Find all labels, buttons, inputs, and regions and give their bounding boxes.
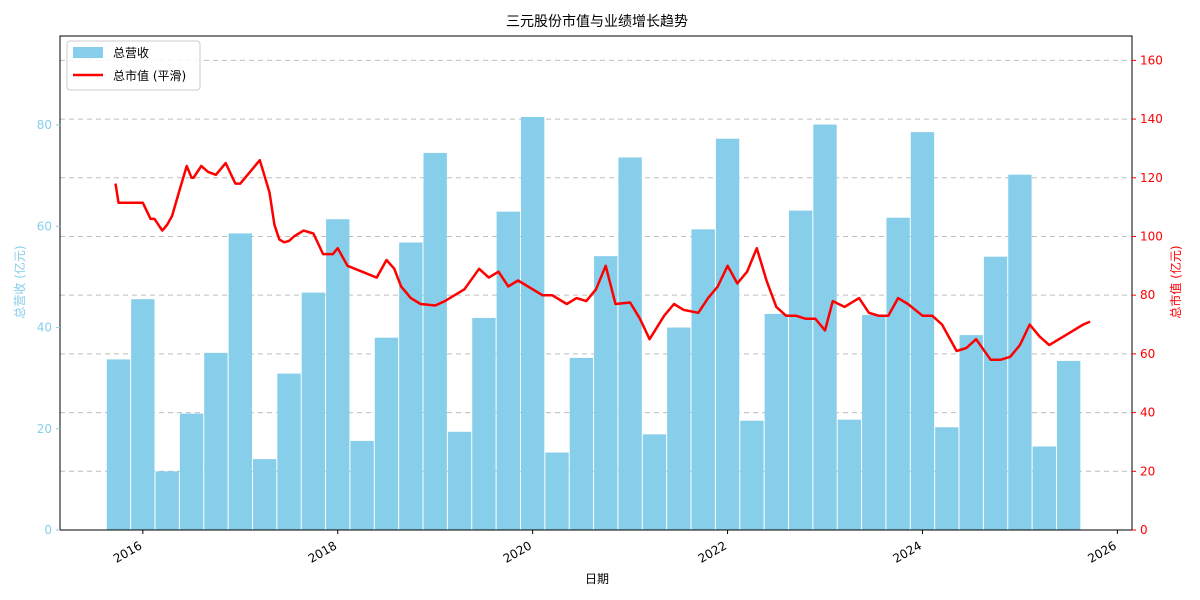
revenue-bar <box>862 314 886 530</box>
revenue-bar <box>569 357 594 530</box>
revenue-bar <box>423 152 447 530</box>
revenue-bar <box>350 440 374 530</box>
left-tick-label: 20 <box>37 422 52 436</box>
revenue-bar <box>496 211 520 531</box>
x-tick-label: 2026 <box>1085 538 1118 565</box>
right-tick-label: 60 <box>1140 347 1155 361</box>
revenue-bar <box>594 256 618 530</box>
right-tick-label: 80 <box>1140 288 1155 302</box>
revenue-bar <box>935 427 959 530</box>
y-axis-label-left: 总营收 (亿元) <box>12 245 27 318</box>
revenue-bar <box>155 471 179 530</box>
left-tick-label: 60 <box>37 219 52 233</box>
revenue-bar <box>983 256 1008 530</box>
legend-label-revenue: 总营收 <box>113 46 149 60</box>
revenue-bar <box>106 359 131 530</box>
x-tick-label: 2022 <box>696 538 729 565</box>
revenue-bar <box>1032 446 1056 530</box>
x-tick-label: 2020 <box>501 538 534 565</box>
revenue-bar <box>204 352 228 530</box>
market-cap-line <box>114 158 1091 362</box>
x-tick-label: 2016 <box>111 538 144 565</box>
x-tick-label: 2018 <box>306 538 339 565</box>
revenue-bar <box>691 229 715 530</box>
right-tick-label: 120 <box>1140 171 1163 185</box>
legend-swatch-revenue <box>73 47 103 58</box>
revenue-bar <box>545 452 569 530</box>
revenue-bar <box>740 420 764 530</box>
right-tick-label: 140 <box>1140 112 1163 126</box>
revenue-bars <box>106 116 1081 531</box>
revenue-bar <box>277 373 301 530</box>
left-tick-label: 0 <box>44 523 52 537</box>
revenue-bar <box>1008 174 1032 530</box>
revenue-bar <box>447 431 472 530</box>
revenue-bar <box>472 317 496 530</box>
revenue-bar <box>131 299 155 530</box>
revenue-bar <box>667 327 691 530</box>
revenue-bar <box>788 210 813 530</box>
left-tick-label: 80 <box>37 118 52 132</box>
revenue-bar <box>399 242 423 531</box>
y-axis-label-right: 总市值 (亿元) <box>1168 245 1183 318</box>
right-tick-label: 0 <box>1140 523 1148 537</box>
market-cap-line-group <box>114 158 1091 362</box>
revenue-bar <box>1056 360 1081 530</box>
x-axis-label: 日期 <box>585 572 609 586</box>
revenue-bar <box>642 434 667 530</box>
revenue-bar <box>326 219 350 530</box>
right-tick-label: 160 <box>1140 53 1163 67</box>
revenue-bar <box>837 419 862 530</box>
revenue-bar <box>520 116 545 530</box>
revenue-bar <box>252 459 277 530</box>
revenue-bar <box>179 413 204 530</box>
revenue-bar <box>301 292 326 530</box>
right-tick-label: 100 <box>1140 229 1163 243</box>
revenue-bar <box>764 313 788 530</box>
revenue-bar <box>374 337 399 530</box>
right-tick-label: 20 <box>1140 464 1155 478</box>
left-tick-label: 40 <box>37 321 52 335</box>
right-tick-label: 40 <box>1140 406 1155 420</box>
revenue-bar <box>715 138 740 530</box>
chart-title: 三元股份市值与业绩增长趋势 <box>506 13 688 30</box>
revenue-bar <box>959 335 983 530</box>
legend-label-market-cap: 总市值 (平滑) <box>113 68 186 83</box>
revenue-bar <box>228 233 252 531</box>
plot-frame <box>59 35 1133 531</box>
revenue-bar <box>886 217 910 530</box>
revenue-bar <box>910 132 935 530</box>
revenue-bar <box>618 157 642 530</box>
x-tick-label: 2024 <box>891 538 924 565</box>
legend: 总营收 总市值 (平滑) <box>66 40 201 91</box>
